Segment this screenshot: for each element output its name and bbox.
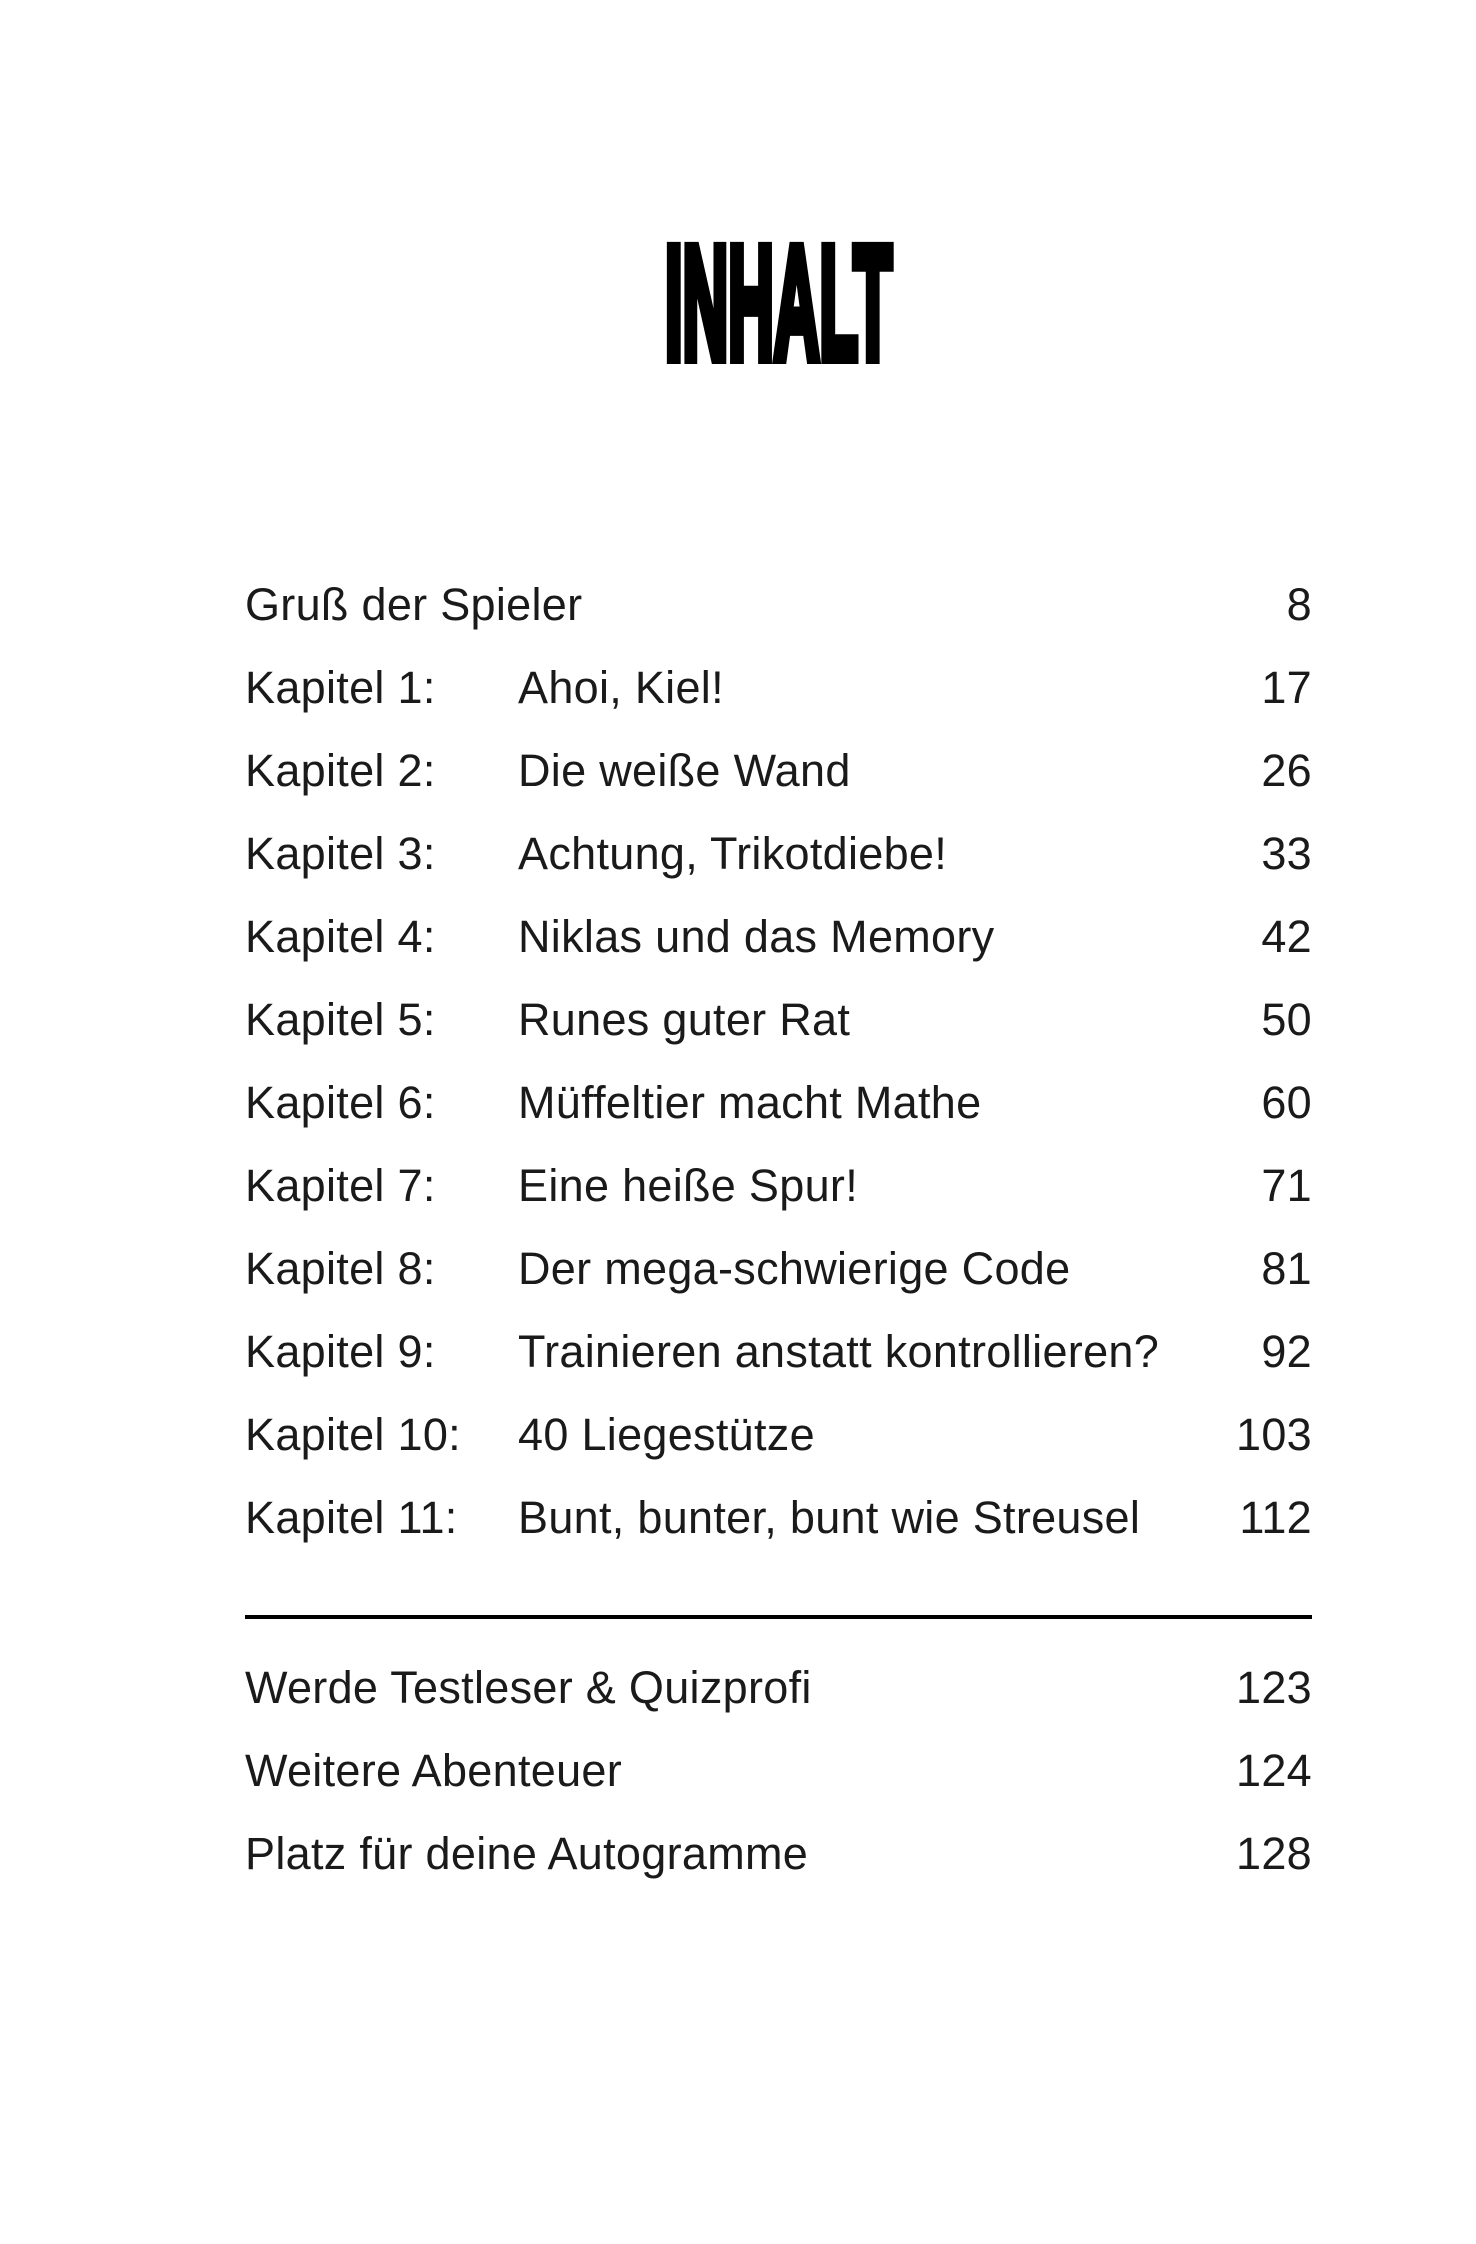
toc-row: Kapitel 11: Bunt, bunter, bunt wie Streu… [245,1476,1312,1559]
toc-row-label: Kapitel 6: [245,1076,436,1128]
toc-row-title: Trainieren anstatt kontrollieren? [518,1325,1160,1377]
toc-row-label: Kapitel 2: [245,744,436,796]
page-header: INHALT [245,170,1312,400]
toc-row-label: Kapitel 10: [245,1408,461,1460]
toc-row-page: 112 [1239,1491,1312,1543]
toc-extra-row: Werde Testleser & Quizprofi 123 [245,1646,1312,1729]
toc-row-page: 42 [1261,910,1312,962]
toc-row: Kapitel 4: Niklas und das Memory 42 [245,895,1312,978]
toc-row-title: Achtung, Trikotdiebe! [518,827,948,879]
toc-row-title: Müffeltier macht Mathe [518,1076,982,1128]
toc-row-title: Die weiße Wand [518,744,851,796]
toc-extra-row: Platz für deine Autogramme 128 [245,1812,1312,1895]
toc-row: Kapitel 7: Eine heiße Spur! 71 [245,1144,1312,1227]
toc-row-title: Niklas und das Memory [518,910,995,962]
toc-row-label: Kapitel 4: [245,910,436,962]
toc-row: Kapitel 2: Die weiße Wand 26 [245,729,1312,812]
page-title-art: INHALT [659,207,898,398]
toc-row-page: 33 [1261,827,1312,879]
toc-row-page: 92 [1261,1325,1312,1377]
toc-row-title: Ahoi, Kiel! [518,661,724,713]
toc-row-label: Kapitel 5: [245,993,436,1045]
toc-row: Kapitel 10: 40 Liegestütze 103 [245,1393,1312,1476]
toc-row-label: Gruß der Spieler [245,578,583,630]
toc-row: Kapitel 9: Trainieren anstatt kontrollie… [245,1310,1312,1393]
toc-row-label: Kapitel 9: [245,1325,436,1377]
toc-row-label: Kapitel 1: [245,661,436,713]
toc-extra-row: Weitere Abenteuer 124 [245,1729,1312,1812]
toc-extra-page: 124 [1236,1744,1312,1796]
toc-extra-page: 123 [1236,1661,1312,1713]
toc-row-page: 50 [1261,993,1312,1045]
toc-extra-label: Platz für deine Autogramme [245,1827,809,1879]
toc-row-page: 60 [1261,1076,1312,1128]
toc-extra-label: Werde Testleser & Quizprofi [245,1661,812,1713]
toc-row-page: 71 [1261,1159,1312,1211]
section-divider [245,1615,1312,1619]
toc-row-label: Kapitel 8: [245,1242,436,1294]
toc-row: Kapitel 1: Ahoi, Kiel! 17 [245,646,1312,729]
toc-row-title: Eine heiße Spur! [518,1159,858,1211]
toc-row-page: 26 [1261,744,1312,796]
toc-row-page: 17 [1261,661,1312,713]
toc-row-label: Kapitel 11: [245,1491,458,1543]
toc-row: Gruß der Spieler 8 [245,563,1312,646]
toc-row-title: Bunt, bunter, bunt wie Streusel [518,1491,1141,1543]
toc-row-title: 40 Liegestütze [518,1408,815,1460]
page-title: INHALT [665,213,892,392]
toc-row: Kapitel 6: Müffeltier macht Mathe 60 [245,1061,1312,1144]
toc-row-label: Kapitel 3: [245,827,436,879]
toc-row-page: 81 [1261,1242,1312,1294]
toc-row: Kapitel 5: Runes guter Rat 50 [245,978,1312,1061]
toc-extra-label: Weitere Abenteuer [245,1744,623,1796]
toc-row-page: 103 [1236,1408,1312,1460]
toc-row-page: 8 [1286,578,1312,630]
toc-row: Kapitel 3: Achtung, Trikotdiebe! 33 [245,812,1312,895]
toc-extra-page: 128 [1236,1827,1312,1879]
toc: Gruß der Spieler 8 Kapitel 1: Ahoi, Kiel… [245,563,1312,1895]
toc-row-title: Runes guter Rat [518,993,851,1045]
toc-row: Kapitel 8: Der mega-schwierige Code 81 [245,1227,1312,1310]
toc-row-title: Der mega-schwierige Code [518,1242,1071,1294]
toc-row-label: Kapitel 7: [245,1159,436,1211]
